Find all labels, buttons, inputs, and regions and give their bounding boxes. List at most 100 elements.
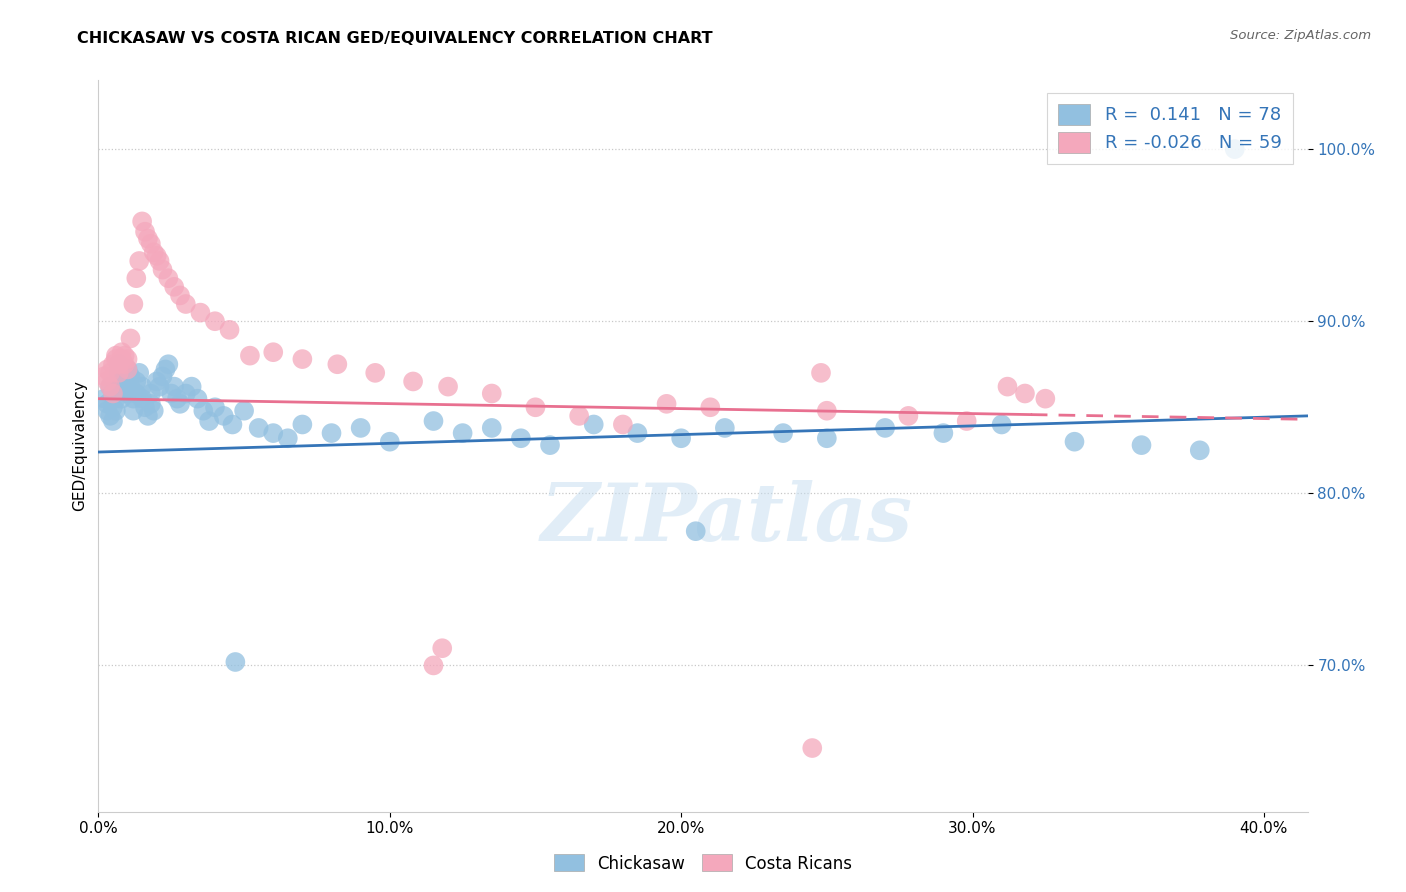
Point [125,375,148,389]
Point [104,392,127,406]
Point [160,386,183,401]
Point [277,431,299,445]
Point [142,403,165,417]
Point [120,379,142,393]
Point [108,366,131,380]
Legend: Chickasaw, Costa Ricans: Chickasaw, Costa Ricans [547,847,859,880]
Point [437,379,460,393]
Point [262,426,284,441]
Point [193,403,215,417]
Point [224,655,246,669]
Point [117,352,139,367]
Point [364,366,387,380]
Point [163,280,186,294]
Point [247,421,270,435]
Point [139,236,162,251]
Point [157,357,180,371]
Point [111,392,134,406]
Point [125,271,148,285]
Point [111,352,134,367]
Point [524,401,547,415]
Point [101,414,124,428]
Point [163,379,186,393]
Text: CHICKASAW VS COSTA RICAN GED/EQUIVALENCY CORRELATION CHART: CHICKASAW VS COSTA RICAN GED/EQUIVALENCY… [77,31,713,46]
Point [1063,434,1085,449]
Point [108,375,131,389]
Point [125,386,148,401]
Point [122,392,145,406]
Point [101,357,124,371]
Point [117,386,139,401]
Point [422,658,444,673]
Point [262,345,284,359]
Point [139,397,162,411]
Point [101,401,124,415]
Point [120,331,142,345]
Point [104,403,127,417]
Point [810,366,832,380]
Point [145,375,167,389]
Point [932,426,955,441]
Point [451,426,474,441]
Point [131,214,153,228]
Point [93,369,115,384]
Point [134,225,156,239]
Point [101,386,124,401]
Point [378,434,401,449]
Point [1033,392,1056,406]
Point [815,431,838,445]
Point [101,386,124,401]
Point [422,414,444,428]
Point [149,379,172,393]
Point [139,386,162,401]
Point [96,375,118,389]
Point [568,409,591,423]
Point [509,431,531,445]
Point [96,403,118,417]
Point [481,386,503,401]
Point [108,357,131,371]
Point [128,254,150,268]
Y-axis label: GED/Equivalency: GED/Equivalency [72,381,87,511]
Point [204,314,226,328]
Text: Source: ZipAtlas.com: Source: ZipAtlas.com [1230,29,1371,42]
Point [1014,386,1036,401]
Point [108,357,131,371]
Point [218,323,240,337]
Point [98,409,121,423]
Point [136,232,159,246]
Point [122,297,145,311]
Point [152,369,174,384]
Point [350,421,373,435]
Point [128,366,150,380]
Point [180,379,202,393]
Point [233,403,256,417]
Point [699,401,721,415]
Point [212,409,235,423]
Text: ZIPatlas: ZIPatlas [541,481,914,558]
Point [166,392,188,406]
Point [98,379,121,393]
Point [155,362,177,376]
Point [114,349,136,363]
Point [96,397,118,411]
Point [136,409,159,423]
Point [432,641,454,656]
Point [1188,443,1211,458]
Point [997,379,1019,393]
Point [239,349,262,363]
Point [111,345,134,359]
Point [481,421,503,435]
Point [669,431,692,445]
Point [204,401,226,415]
Point [114,366,136,380]
Point [801,741,824,756]
Point [538,438,561,452]
Point [131,379,153,393]
Point [142,245,165,260]
Point [169,288,191,302]
Point [169,397,191,411]
Point [714,421,737,435]
Point [114,375,136,389]
Point [582,417,605,432]
